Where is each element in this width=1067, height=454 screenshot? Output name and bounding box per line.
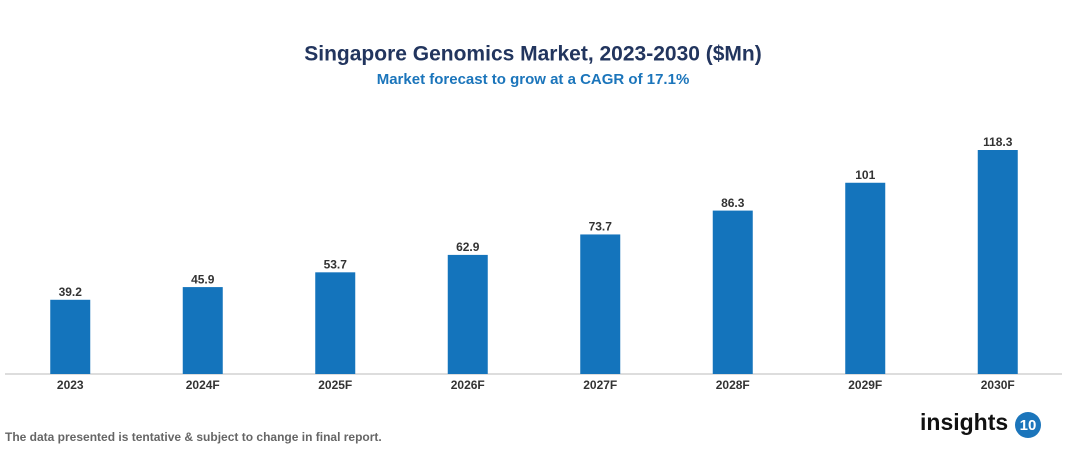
- x-tick-label: 2026F: [451, 378, 485, 392]
- brand-name: insights: [920, 409, 1008, 435]
- x-tick-label: 2023: [57, 378, 84, 392]
- footnote: The data presented is tentative & subjec…: [5, 430, 382, 444]
- x-tick-label: 2024F: [186, 378, 220, 392]
- brand-badge-circle: [1015, 412, 1041, 438]
- bar: [712, 210, 753, 374]
- bar: [977, 150, 1018, 374]
- value-label: 39.2: [59, 285, 83, 299]
- bar: [315, 272, 356, 374]
- bar: [182, 287, 223, 374]
- x-tick-label: 2029F: [848, 378, 882, 392]
- value-label: 45.9: [191, 272, 215, 286]
- x-tick-label: 2025F: [318, 378, 352, 392]
- value-label: 73.7: [589, 220, 613, 234]
- brand-badge: 10: [1020, 417, 1037, 434]
- value-label: 118.3: [983, 135, 1013, 149]
- value-label: 53.7: [324, 257, 348, 271]
- x-tick-label: 2027F: [583, 378, 617, 392]
- bar: [50, 299, 91, 374]
- bar: [447, 254, 488, 374]
- x-tick-label: 2028F: [716, 378, 750, 392]
- x-tick-label: 2030F: [981, 378, 1015, 392]
- value-label: 86.3: [721, 196, 745, 210]
- value-label: 101: [855, 168, 875, 182]
- bar: [580, 234, 621, 374]
- value-label: 62.9: [456, 240, 480, 254]
- chart-subtitle: Market forecast to grow at a CAGR of 17.…: [377, 71, 690, 88]
- bar: [845, 182, 886, 374]
- chart-title: Singapore Genomics Market, 2023-2030 ($M…: [304, 43, 762, 66]
